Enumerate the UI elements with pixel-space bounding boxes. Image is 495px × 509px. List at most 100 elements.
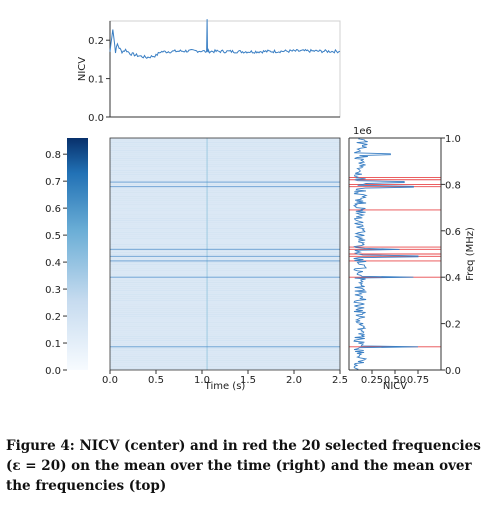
heatmap-stripe	[110, 368, 340, 369]
heatmap-stripe	[110, 206, 340, 207]
right-y-tick-label: 0.2	[445, 320, 461, 331]
heatmap-stripe	[110, 184, 340, 185]
figure-caption: Figure 4: NICV (center) and in red the 2…	[6, 438, 481, 494]
heatmap-stripe	[110, 286, 340, 287]
heatmap-stripe	[110, 188, 340, 189]
right-y-tick-label: 0.0	[445, 366, 461, 377]
heatmap-stripe	[110, 204, 340, 205]
heatmap-stripe	[110, 232, 340, 233]
heatmap-stripe	[110, 296, 340, 297]
heatmap-stripe	[110, 270, 340, 271]
heatmap-stripe	[110, 198, 340, 199]
heatmap-stripe	[110, 350, 340, 351]
colorbar-tick-label: 0.2	[45, 312, 61, 323]
heatmap-stripe	[110, 324, 340, 325]
heatmap-stripe	[110, 348, 340, 349]
heatmap-stripe	[110, 176, 340, 177]
colorbar-tick-label: 0.7	[45, 177, 61, 188]
heatmap-stripe	[110, 168, 340, 169]
heatmap-stripe	[110, 230, 340, 231]
heatmap-bands	[110, 181, 340, 348]
heatmap-stripe	[110, 298, 340, 299]
heatmap-stripe	[110, 274, 340, 275]
heatmap-stripe	[110, 268, 340, 269]
colorbar-tick-label: 0.4	[45, 258, 61, 269]
heatmap-stripe	[110, 214, 340, 215]
heatmap-area	[110, 138, 340, 370]
right-y-tick-label: 0.8	[445, 180, 461, 191]
heatmap-stripe	[110, 170, 340, 171]
heatmap-stripe	[110, 180, 340, 181]
right-y-tick-label: 0.6	[445, 227, 461, 238]
heatmap-stripe	[110, 338, 340, 339]
heatmap-stripe	[110, 236, 340, 237]
heatmap-stripe	[110, 284, 340, 285]
heatmap-stripe	[110, 158, 340, 159]
heatmap-stripe	[110, 264, 340, 265]
heatmap-stripe	[110, 242, 340, 243]
heatmap-stripe	[110, 192, 340, 193]
heatmap-stripe	[110, 294, 340, 295]
heatmap-stripe	[110, 360, 340, 361]
heatmap-stripe	[110, 178, 340, 179]
right-panel: 0.0 0.2 0.4 0.6 0.8 1.0 0.25 0.50 0.75 1e6 NICV…	[348, 126, 476, 392]
heatmap-stripe	[110, 330, 340, 331]
heatmap-stripe	[110, 356, 340, 357]
heatmap-stripe	[110, 164, 340, 165]
heatmap-stripe	[110, 218, 340, 219]
heatmap-stripe	[110, 306, 340, 307]
heatmap-x-tick-label: 1.0	[194, 375, 210, 386]
heatmap-x-tick-label: 0.5	[148, 375, 164, 386]
heatmap-stripe	[110, 222, 340, 223]
heatmap-stripe	[110, 144, 340, 145]
colorbar-tick-label: 0.5	[45, 231, 61, 242]
heatmap-stripe	[110, 258, 340, 259]
heatmap-stripe	[110, 272, 340, 273]
heatmap-stripe	[110, 344, 340, 345]
heatmap-x-tick-label: 2.5	[332, 375, 348, 386]
heatmap-stripe	[110, 290, 340, 291]
heatmap-stripe	[110, 334, 340, 335]
heatmap-stripe	[110, 262, 340, 263]
heatmap-stripe	[110, 328, 340, 329]
heatmap-stripe	[110, 238, 340, 239]
colorbar-tick-label: 0.8	[45, 150, 61, 161]
top-ylabel: NICV	[77, 57, 88, 81]
heatmap-stripe	[110, 166, 340, 167]
heatmap-stripe	[110, 302, 340, 303]
colorbar: 0.0 0.1 0.2 0.3 0.4 0.5 0.6 0.7 0.8	[45, 138, 88, 377]
heatmap-stripe	[110, 318, 340, 319]
right-x-ticks: 0.25 0.50 0.75	[361, 370, 429, 386]
heatmap-stripe	[110, 260, 340, 261]
heatmap-stripe	[110, 140, 340, 141]
heatmap-stripe	[110, 266, 340, 267]
heatmap-stripe	[110, 342, 340, 343]
heatmap-stripe	[110, 354, 340, 355]
heatmap-stripe	[110, 322, 340, 323]
heatmap-x-tick-label: 1.5	[240, 375, 256, 386]
heatmap-stripe	[110, 248, 340, 249]
heatmap-stripe	[110, 278, 340, 279]
top-y-tick-label: 0.1	[88, 75, 104, 86]
heatmap-stripe	[110, 138, 340, 139]
heatmap-frame	[109, 137, 341, 371]
colorbar-tick-label: 0.0	[45, 366, 61, 377]
heatmap-x-tick-label: 0.0	[102, 375, 118, 386]
heatmap-stripe	[110, 156, 340, 157]
top-y-ticks: 0.0 0.1 0.2	[88, 36, 110, 124]
heatmap-stripe	[110, 246, 340, 247]
heatmap-stripe	[110, 194, 340, 195]
heatmap-stripe	[110, 250, 340, 251]
heatmap-stripe	[110, 148, 340, 149]
heatmap-stripe	[110, 220, 340, 221]
heatmap-stripe	[110, 208, 340, 209]
colorbar-gradient	[67, 138, 88, 370]
heatmap-stripe	[110, 190, 340, 191]
heatmap-stripe	[110, 212, 340, 213]
heatmap-stripe	[110, 226, 340, 227]
right-nicv-line	[353, 137, 419, 371]
heatmap-stripe	[110, 234, 340, 235]
right-y-tick-label: 0.4	[445, 273, 461, 284]
heatmap-stripe	[110, 216, 340, 217]
heatmap-stripe	[110, 210, 340, 211]
